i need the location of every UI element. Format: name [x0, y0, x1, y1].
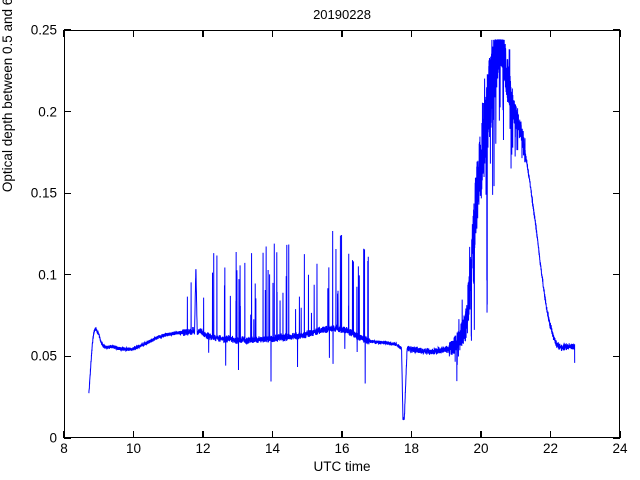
- x-tick-bottom: [341, 431, 343, 438]
- x-tick-bottom: [202, 431, 204, 438]
- x-tick-top: [410, 30, 413, 37]
- x-tick-top: [341, 30, 343, 37]
- x-tick-label: 8: [60, 441, 68, 456]
- y-tick-left: [64, 110, 71, 113]
- x-tick-label: 22: [542, 441, 559, 456]
- y-tick-label: 0: [49, 430, 57, 446]
- x-tick-bottom: [549, 431, 552, 438]
- y-tick-left: [64, 437, 71, 439]
- x-tick-top: [619, 30, 621, 37]
- x-tick-top: [202, 30, 204, 37]
- y-tick-left: [64, 355, 71, 358]
- x-tick-top: [549, 30, 552, 37]
- x-tick-bottom: [410, 431, 413, 438]
- y-tick-label: 0.25: [30, 22, 57, 38]
- y-tick-left: [64, 192, 71, 194]
- y-tick-right: [613, 437, 620, 439]
- x-tick-label: 12: [195, 441, 211, 456]
- x-tick-top: [271, 30, 274, 37]
- x-tick-bottom: [480, 431, 482, 438]
- plot-area: [64, 30, 620, 438]
- x-axis-label: UTC time: [313, 459, 371, 474]
- x-tick-label: 14: [264, 441, 281, 456]
- x-tick-label: 20: [473, 441, 489, 456]
- chart-title: 20190228: [313, 7, 371, 22]
- y-axis-label: Optical depth between 0.5 and 6 km: [0, 0, 15, 193]
- y-tick-right: [613, 29, 620, 31]
- y-tick-left: [64, 274, 71, 276]
- x-tick-bottom: [271, 431, 274, 438]
- x-tick-top: [63, 30, 65, 37]
- y-tick-right: [613, 355, 620, 358]
- x-tick-bottom: [619, 431, 621, 438]
- y-tick-label: 0.2: [38, 104, 57, 120]
- y-tick-label: 0.05: [30, 348, 57, 364]
- optical-depth-line: [89, 40, 575, 420]
- data-line-svg: [65, 31, 619, 437]
- y-tick-label: 0.15: [30, 185, 57, 201]
- y-tick-right: [613, 192, 620, 194]
- x-tick-top: [480, 30, 482, 37]
- y-tick-label: 0.1: [38, 267, 57, 283]
- y-tick-right: [613, 110, 620, 113]
- x-tick-label: 10: [125, 441, 142, 456]
- x-tick-label: 18: [403, 441, 420, 456]
- y-tick-left: [64, 29, 71, 31]
- x-tick-label: 16: [334, 441, 350, 456]
- y-tick-right: [613, 274, 620, 276]
- x-tick-bottom: [132, 431, 135, 438]
- x-tick-label: 24: [612, 441, 628, 456]
- x-tick-top: [132, 30, 135, 37]
- x-tick-bottom: [63, 431, 65, 438]
